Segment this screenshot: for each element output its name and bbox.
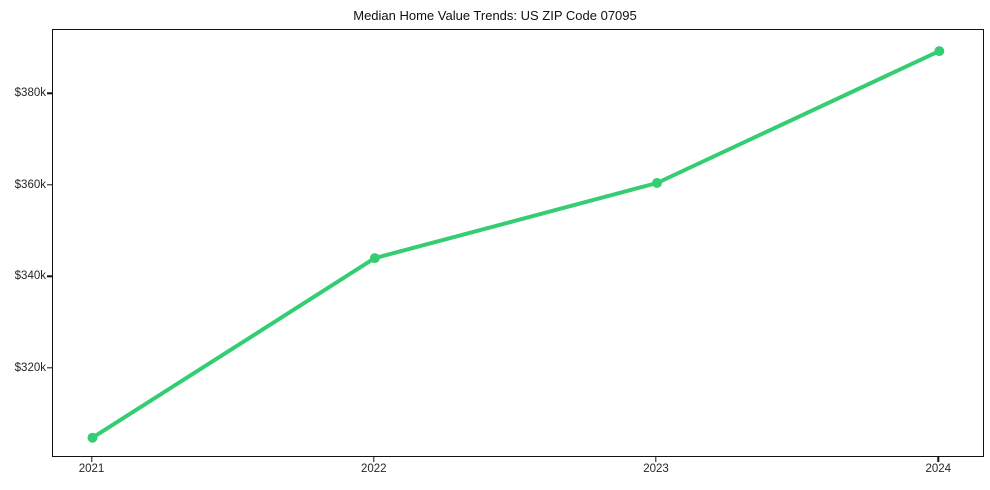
y-tick-mark-340k xyxy=(47,275,52,278)
line-chart-svg xyxy=(87,46,945,443)
median-value-line xyxy=(90,49,942,440)
y-tick-mark-380k xyxy=(47,92,52,94)
plot-area xyxy=(52,29,984,457)
x-tick-mark-2021 xyxy=(90,456,93,462)
chart-title: Median Home Value Trends: US ZIP Code 07… xyxy=(353,8,637,23)
data-point-2021 xyxy=(87,432,98,443)
y-tick-label-340k: $340k xyxy=(14,270,46,283)
data-point-markers xyxy=(87,46,945,443)
data-point-2022 xyxy=(369,253,380,264)
data-point-2024 xyxy=(934,46,945,57)
x-tick-label-2023: 2023 xyxy=(643,463,669,475)
x-tick-mark-2023 xyxy=(655,456,657,462)
y-tick-label-360k: $360k xyxy=(14,178,46,191)
x-tick-mark-2022 xyxy=(373,456,375,462)
x-tick-label-2022: 2022 xyxy=(360,463,387,475)
y-tick-mark-360k xyxy=(47,184,52,186)
y-tick-label-320k: $320k xyxy=(14,361,46,374)
data-point-2023 xyxy=(652,178,662,188)
y-tick-mark-320k xyxy=(47,367,52,369)
y-tick-label-380k: $380k xyxy=(14,87,46,100)
x-tick-mark-2024 xyxy=(937,456,939,462)
x-tick-label-2024: 2024 xyxy=(925,463,952,475)
x-tick-label-2021: 2021 xyxy=(78,463,105,475)
